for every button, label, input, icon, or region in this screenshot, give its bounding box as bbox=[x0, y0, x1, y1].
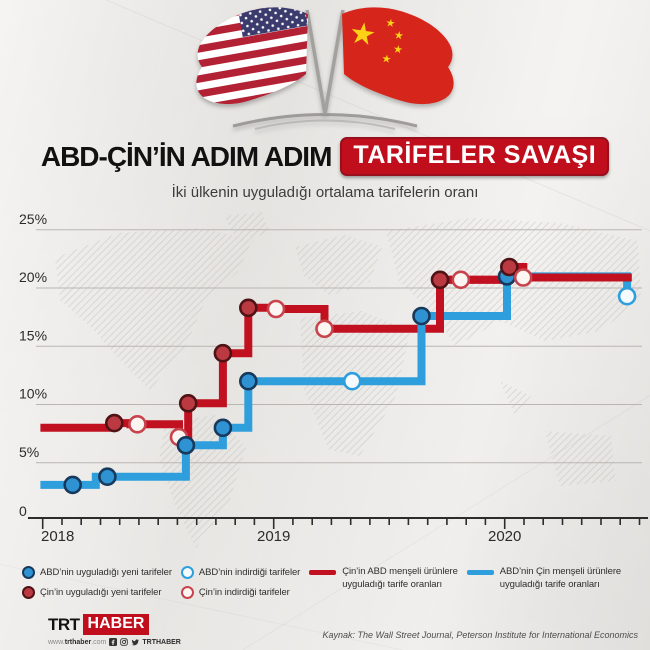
marker-us-reduced bbox=[617, 286, 637, 306]
legend-line-items: Çin’in ABD menşeli ürünlere uyguladığı ta… bbox=[309, 566, 621, 592]
legend-marker-dot bbox=[180, 586, 194, 599]
facebook-icon bbox=[109, 638, 118, 646]
china-flag-small-star: ★ bbox=[381, 52, 393, 66]
trt-haber-logo: TRT HABER www.trthaber.com TRTHABER bbox=[48, 614, 181, 646]
legend-marker-label: ABD’nin uyguladığı yeni tarifeler bbox=[40, 567, 172, 578]
twitter-icon bbox=[132, 639, 140, 646]
flag-pole bbox=[305, 9, 327, 115]
legend-marker-item: ABD’nin uyguladığı yeni tarifeler bbox=[22, 566, 172, 579]
y-tick-label: 25% bbox=[19, 211, 47, 227]
legend-line-item: ABD’nin Çin menşeli ürünlere uyguladığı t… bbox=[466, 566, 622, 592]
instagram-icon bbox=[120, 638, 129, 646]
marker-cn-reduced bbox=[128, 414, 147, 434]
marker-us-new bbox=[239, 371, 258, 391]
legend-marker-label: Çin’in indirdiği tarifeler bbox=[198, 587, 290, 598]
y-tick-label: 15% bbox=[19, 327, 47, 343]
legend-marker-label: Çin’in uyguladığı yeni tarifeler bbox=[40, 587, 162, 598]
logo-haber-badge: HABER bbox=[82, 614, 150, 635]
marker-us-reduced bbox=[342, 371, 362, 391]
tariff-step-chart: 0 5% 10% 15% 20% 25% 2018 2019 2020 bbox=[19, 211, 648, 548]
y-tick-label: 5% bbox=[19, 444, 39, 460]
social-row: www.trthaber.com TRTHABER bbox=[48, 638, 181, 646]
logo-trt-text: TRT bbox=[48, 614, 80, 634]
y-tick-label: 10% bbox=[19, 386, 47, 402]
legend-line-item: Çin’in ABD menşeli ürünlere uyguladığı ta… bbox=[309, 566, 458, 592]
flags-shadow bbox=[254, 119, 396, 130]
china-flag-small-star: ★ bbox=[392, 42, 404, 56]
marker-cn-reduced bbox=[266, 299, 286, 319]
flag-pole bbox=[323, 9, 345, 115]
legend-marker-dot bbox=[22, 586, 35, 599]
website-url: www.trthaber.com bbox=[48, 638, 107, 646]
x-tick-label: 2019 bbox=[257, 528, 290, 545]
legend-marker-item: ABD’nin indirdiği tarifeler bbox=[180, 566, 301, 579]
china-flag-big-star: ★ bbox=[347, 15, 379, 53]
legend-marker-dot bbox=[22, 566, 35, 579]
series-line-us bbox=[40, 272, 632, 489]
china-flag-small-star: ★ bbox=[385, 16, 397, 30]
page-title: ABD-ÇİN’İN ADIM ADIM TARİFELER SAVAŞI bbox=[0, 137, 650, 176]
legend-marker-label: ABD’nin indirdiği tarifeler bbox=[198, 567, 301, 578]
legend-marker-item: Çin’in uyguladığı yeni tarifeler bbox=[22, 586, 172, 599]
x-tick-label: 2020 bbox=[488, 528, 521, 545]
x-tick-label: 2018 bbox=[41, 528, 74, 545]
marker-us-new bbox=[412, 306, 431, 326]
marker-cn-new bbox=[178, 393, 198, 413]
legend: ABD’nin uyguladığı yeni tarifeler ABD’ni… bbox=[22, 566, 642, 599]
source-attribution: Kaynak: The Wall Street Journal, Peterso… bbox=[322, 630, 639, 640]
legend-marker-item: Çin’in indirdiği tarifeler bbox=[180, 586, 300, 599]
crossed-flags-illustration: ★ ★ ★ ★ ★ bbox=[196, 7, 454, 130]
marker-cn-reduced bbox=[513, 268, 533, 287]
marker-us-new bbox=[98, 467, 117, 487]
marker-us-new bbox=[176, 435, 196, 455]
marker-us-new bbox=[63, 475, 82, 495]
legend-line-label: ABD’nin Çin menşeli ürünlere uyguladığı t… bbox=[499, 566, 622, 590]
y-tick-label: 20% bbox=[19, 269, 47, 285]
legend-marker-dot bbox=[180, 566, 194, 579]
marker-cn-reduced bbox=[315, 319, 334, 339]
y-tick-label: 0 bbox=[19, 503, 27, 519]
legend-line-swatch bbox=[309, 570, 337, 575]
legend-line-swatch bbox=[466, 570, 494, 575]
marker-cn-reduced bbox=[451, 270, 471, 290]
marker-cn-new bbox=[499, 257, 519, 277]
marker-us-new bbox=[213, 418, 233, 438]
marker-cn-new bbox=[213, 343, 233, 363]
chart-subtitle: İki ülkenin uyguladığı ortalama tarifele… bbox=[171, 184, 479, 201]
legend-line-label: Çin’in ABD menşeli ürünlere uyguladığı ta… bbox=[342, 566, 458, 590]
flags-shadow bbox=[232, 113, 418, 128]
legend-marker-items: ABD’nin uyguladığı yeni tarifeler ABD’ni… bbox=[22, 566, 300, 599]
china-flag-small-star: ★ bbox=[393, 28, 405, 42]
title-text: ABD-ÇİN’İN ADIM ADIM bbox=[40, 140, 333, 172]
marker-cn-new bbox=[239, 298, 258, 318]
marker-cn-new bbox=[105, 413, 124, 433]
title-highlight-badge: TARİFELER SAVAŞI bbox=[340, 137, 610, 176]
social-handle: TRTHABER bbox=[142, 638, 181, 646]
marker-cn-new bbox=[430, 270, 450, 290]
china-flag-icon: ★ ★ ★ ★ ★ bbox=[342, 7, 454, 105]
